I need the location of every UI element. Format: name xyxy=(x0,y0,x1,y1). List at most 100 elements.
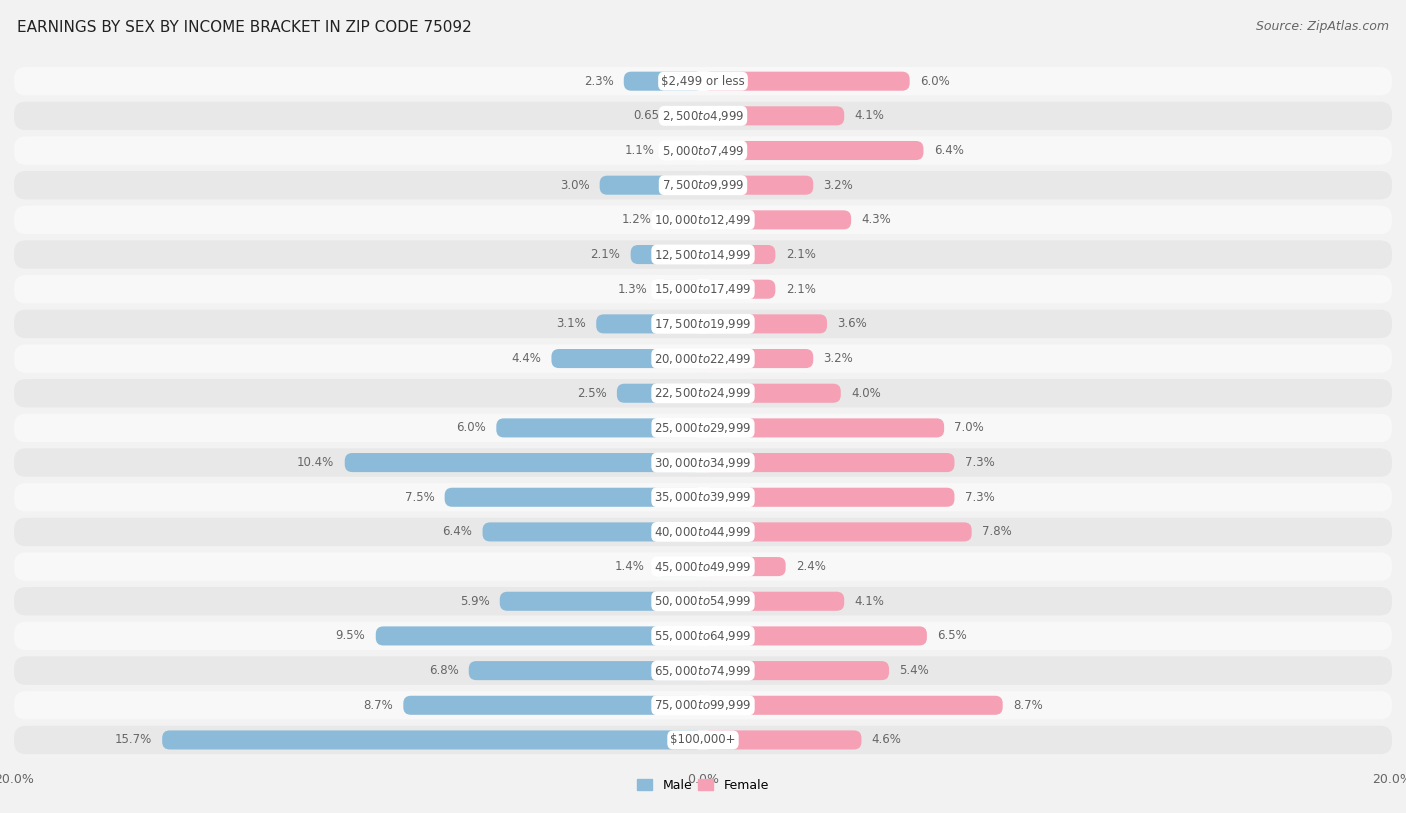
Text: 2.5%: 2.5% xyxy=(576,387,606,400)
FancyBboxPatch shape xyxy=(14,137,1392,165)
FancyBboxPatch shape xyxy=(703,72,910,91)
Text: 8.7%: 8.7% xyxy=(363,699,392,711)
FancyBboxPatch shape xyxy=(14,483,1392,511)
Text: 4.6%: 4.6% xyxy=(872,733,901,746)
Text: 7.8%: 7.8% xyxy=(981,525,1012,538)
FancyBboxPatch shape xyxy=(482,523,703,541)
Text: 6.8%: 6.8% xyxy=(429,664,458,677)
Text: $50,000 to $54,999: $50,000 to $54,999 xyxy=(654,594,752,608)
Text: 4.1%: 4.1% xyxy=(855,110,884,122)
Text: 2.1%: 2.1% xyxy=(786,248,815,261)
Text: 1.4%: 1.4% xyxy=(614,560,644,573)
Text: 6.4%: 6.4% xyxy=(934,144,963,157)
Text: 4.3%: 4.3% xyxy=(862,213,891,226)
Text: $25,000 to $29,999: $25,000 to $29,999 xyxy=(654,421,752,435)
FancyBboxPatch shape xyxy=(468,661,703,680)
FancyBboxPatch shape xyxy=(703,523,972,541)
Text: 1.3%: 1.3% xyxy=(619,283,648,296)
FancyBboxPatch shape xyxy=(703,107,844,125)
FancyBboxPatch shape xyxy=(14,206,1392,234)
Text: 7.3%: 7.3% xyxy=(965,491,994,504)
FancyBboxPatch shape xyxy=(444,488,703,506)
Text: 2.1%: 2.1% xyxy=(591,248,620,261)
FancyBboxPatch shape xyxy=(14,518,1392,546)
FancyBboxPatch shape xyxy=(14,587,1392,615)
Text: $20,000 to $22,499: $20,000 to $22,499 xyxy=(654,351,752,366)
Text: 9.5%: 9.5% xyxy=(336,629,366,642)
FancyBboxPatch shape xyxy=(375,626,703,646)
FancyBboxPatch shape xyxy=(344,453,703,472)
Text: 6.0%: 6.0% xyxy=(456,421,486,434)
FancyBboxPatch shape xyxy=(703,315,827,333)
FancyBboxPatch shape xyxy=(703,453,955,472)
FancyBboxPatch shape xyxy=(162,730,703,750)
Legend: Male, Female: Male, Female xyxy=(633,774,773,797)
Text: 2.3%: 2.3% xyxy=(583,75,613,88)
FancyBboxPatch shape xyxy=(662,211,703,229)
Text: 7.3%: 7.3% xyxy=(965,456,994,469)
FancyBboxPatch shape xyxy=(599,176,703,195)
FancyBboxPatch shape xyxy=(14,275,1392,303)
Text: 3.1%: 3.1% xyxy=(557,317,586,330)
Text: $55,000 to $64,999: $55,000 to $64,999 xyxy=(654,629,752,643)
FancyBboxPatch shape xyxy=(624,72,703,91)
FancyBboxPatch shape xyxy=(681,107,703,125)
FancyBboxPatch shape xyxy=(14,726,1392,754)
Text: $30,000 to $34,999: $30,000 to $34,999 xyxy=(654,455,752,470)
FancyBboxPatch shape xyxy=(703,349,813,368)
FancyBboxPatch shape xyxy=(14,379,1392,407)
FancyBboxPatch shape xyxy=(14,448,1392,476)
FancyBboxPatch shape xyxy=(703,592,844,611)
FancyBboxPatch shape xyxy=(631,245,703,264)
Text: Source: ZipAtlas.com: Source: ZipAtlas.com xyxy=(1256,20,1389,33)
FancyBboxPatch shape xyxy=(703,176,813,195)
FancyBboxPatch shape xyxy=(14,552,1392,580)
FancyBboxPatch shape xyxy=(14,241,1392,269)
FancyBboxPatch shape xyxy=(14,171,1392,199)
FancyBboxPatch shape xyxy=(14,102,1392,130)
Text: $2,500 to $4,999: $2,500 to $4,999 xyxy=(662,109,744,123)
Text: 5.9%: 5.9% xyxy=(460,595,489,608)
Text: 2.4%: 2.4% xyxy=(796,560,825,573)
FancyBboxPatch shape xyxy=(703,384,841,402)
Text: $65,000 to $74,999: $65,000 to $74,999 xyxy=(654,663,752,677)
FancyBboxPatch shape xyxy=(499,592,703,611)
Text: $7,500 to $9,999: $7,500 to $9,999 xyxy=(662,178,744,192)
Text: $12,500 to $14,999: $12,500 to $14,999 xyxy=(654,247,752,262)
Text: $2,499 or less: $2,499 or less xyxy=(661,75,745,88)
FancyBboxPatch shape xyxy=(703,661,889,680)
Text: 4.4%: 4.4% xyxy=(512,352,541,365)
FancyBboxPatch shape xyxy=(14,414,1392,442)
Text: 15.7%: 15.7% xyxy=(115,733,152,746)
FancyBboxPatch shape xyxy=(703,557,786,576)
Text: 1.2%: 1.2% xyxy=(621,213,651,226)
FancyBboxPatch shape xyxy=(658,280,703,298)
Text: 3.2%: 3.2% xyxy=(824,352,853,365)
FancyBboxPatch shape xyxy=(703,419,945,437)
Text: $17,500 to $19,999: $17,500 to $19,999 xyxy=(654,317,752,331)
Text: 6.4%: 6.4% xyxy=(443,525,472,538)
Text: 3.6%: 3.6% xyxy=(838,317,868,330)
Text: 7.5%: 7.5% xyxy=(405,491,434,504)
FancyBboxPatch shape xyxy=(703,626,927,646)
Text: 5.4%: 5.4% xyxy=(900,664,929,677)
Text: $35,000 to $39,999: $35,000 to $39,999 xyxy=(654,490,752,504)
Text: 3.2%: 3.2% xyxy=(824,179,853,192)
Text: $45,000 to $49,999: $45,000 to $49,999 xyxy=(654,559,752,574)
Text: $40,000 to $44,999: $40,000 to $44,999 xyxy=(654,525,752,539)
FancyBboxPatch shape xyxy=(703,730,862,750)
Text: $75,000 to $99,999: $75,000 to $99,999 xyxy=(654,698,752,712)
FancyBboxPatch shape xyxy=(617,384,703,402)
FancyBboxPatch shape xyxy=(703,696,1002,715)
FancyBboxPatch shape xyxy=(655,557,703,576)
FancyBboxPatch shape xyxy=(703,280,775,298)
FancyBboxPatch shape xyxy=(551,349,703,368)
FancyBboxPatch shape xyxy=(14,345,1392,373)
Text: EARNINGS BY SEX BY INCOME BRACKET IN ZIP CODE 75092: EARNINGS BY SEX BY INCOME BRACKET IN ZIP… xyxy=(17,20,471,35)
Text: 6.5%: 6.5% xyxy=(938,629,967,642)
Text: 10.4%: 10.4% xyxy=(297,456,335,469)
Text: 0.65%: 0.65% xyxy=(633,110,671,122)
FancyBboxPatch shape xyxy=(703,245,775,264)
Text: 1.1%: 1.1% xyxy=(624,144,655,157)
FancyBboxPatch shape xyxy=(703,141,924,160)
